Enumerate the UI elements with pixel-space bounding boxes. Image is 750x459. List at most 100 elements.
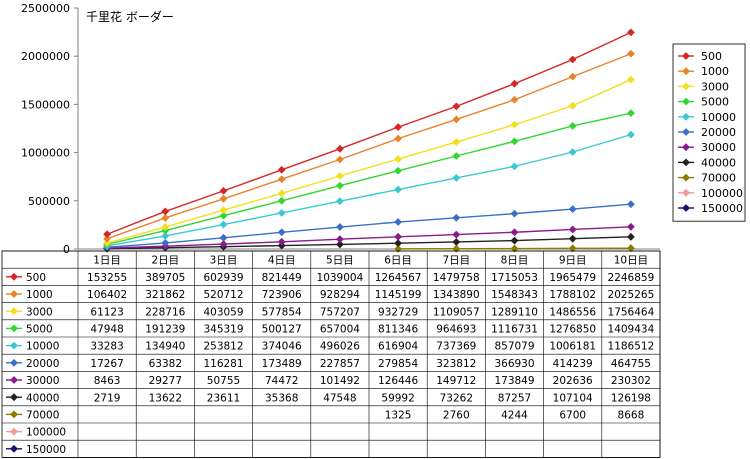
data-point xyxy=(335,172,344,180)
data-point xyxy=(452,238,461,246)
table-cell-value: 13622 xyxy=(149,392,182,404)
x-category-label: 3日目 xyxy=(210,255,238,267)
data-point xyxy=(219,240,228,249)
x-category-label: 5日目 xyxy=(326,255,354,267)
legend-item-3000: 3000 xyxy=(678,80,729,93)
table-cell-value: 520712 xyxy=(203,289,243,301)
table-series-key-marker xyxy=(10,307,18,316)
table-cell-value: 389705 xyxy=(145,272,185,284)
legend-label: 100000 xyxy=(701,187,743,200)
table-cell-value: 723906 xyxy=(262,289,302,301)
table-cell-value: 74472 xyxy=(265,375,298,387)
data-point xyxy=(510,120,519,129)
table-cell-value: 35368 xyxy=(265,392,298,404)
data-point xyxy=(161,214,170,222)
data-point xyxy=(510,162,519,171)
legend-label: 1000 xyxy=(701,65,729,78)
legend-key-marker xyxy=(682,67,690,76)
table-series-name: 30000 xyxy=(26,375,59,387)
legend-item-100000: 100000 xyxy=(678,187,743,200)
table-cell-value: 1276850 xyxy=(549,324,596,336)
series-5000 xyxy=(103,109,635,249)
table-cell-value: 126198 xyxy=(611,392,651,404)
table-series-key-marker xyxy=(10,427,18,436)
data-point xyxy=(626,49,635,58)
table-cell-value: 87257 xyxy=(498,392,531,404)
data-point xyxy=(626,130,635,139)
table-cell-value: 116281 xyxy=(203,358,243,370)
legend-key-marker xyxy=(682,173,690,182)
data-point xyxy=(335,240,344,249)
x-category-label: 6日目 xyxy=(384,255,412,267)
table-cell-value: 59992 xyxy=(381,392,414,404)
table-cell-value: 2760 xyxy=(443,410,470,422)
data-point xyxy=(394,134,403,143)
data-point xyxy=(335,235,344,244)
data-point xyxy=(510,228,519,237)
table-cell-value: 279854 xyxy=(378,358,418,370)
legend-label: 30000 xyxy=(701,141,736,154)
data-point xyxy=(103,239,112,248)
table-series-name: 3000 xyxy=(26,306,53,318)
table-cell-value: 496026 xyxy=(320,341,360,353)
table-cell-value: 964693 xyxy=(436,324,476,336)
table-cell-value: 928294 xyxy=(320,289,360,301)
data-point xyxy=(568,101,577,110)
table-series-name: 40000 xyxy=(26,392,59,404)
series-line xyxy=(106,133,632,247)
y-tick-label: 500000 xyxy=(28,195,70,208)
legend-label: 20000 xyxy=(701,126,736,139)
data-point xyxy=(219,220,228,229)
table-cell-value: 33283 xyxy=(90,341,123,353)
data-point xyxy=(394,239,403,248)
data-point xyxy=(335,197,344,206)
table-cell-value: 50755 xyxy=(207,375,240,387)
data-point xyxy=(277,209,286,217)
legend-key-marker xyxy=(682,82,690,91)
data-point xyxy=(568,72,577,81)
legend-item-10000: 10000 xyxy=(678,111,736,124)
x-category-label: 10日目 xyxy=(614,255,648,267)
data-point xyxy=(103,230,112,239)
legend-key-marker xyxy=(682,143,690,152)
x-category-label: 1日目 xyxy=(93,255,121,267)
data-point xyxy=(277,237,286,246)
legend-key-marker xyxy=(682,112,690,121)
table-cell-value: 616904 xyxy=(378,341,418,353)
data-point xyxy=(510,95,519,104)
table-cell-value: 2246859 xyxy=(608,272,655,284)
table-cell-value: 1965479 xyxy=(549,272,596,284)
table-cell-value: 228716 xyxy=(145,306,185,318)
table-cell-value: 1788102 xyxy=(549,289,596,301)
x-category-label: 2日目 xyxy=(151,255,179,267)
table-cell-value: 757207 xyxy=(320,306,360,318)
table-series-key-marker xyxy=(10,324,18,333)
table-cell-value: 230302 xyxy=(611,375,651,387)
x-category-label: 9日目 xyxy=(559,255,587,267)
data-point xyxy=(161,232,170,240)
table-cell-value: 1039004 xyxy=(317,272,364,284)
data-point xyxy=(626,109,635,118)
data-point xyxy=(568,205,577,213)
table-cell-value: 403059 xyxy=(203,306,243,318)
table-series-key-marker xyxy=(10,358,18,367)
table-cell-value: 811346 xyxy=(378,324,418,336)
series-line xyxy=(106,53,632,240)
legend-item-40000: 40000 xyxy=(678,156,736,169)
data-point xyxy=(568,148,577,156)
table-cell-value: 932729 xyxy=(378,306,418,318)
table-cell-value: 191239 xyxy=(145,324,185,336)
data-point xyxy=(394,218,403,226)
series-line xyxy=(107,203,631,249)
table-series-name: 150000 xyxy=(26,444,66,456)
data-point xyxy=(335,223,344,231)
legend-label: 3000 xyxy=(701,80,729,93)
legend-key-marker xyxy=(682,158,690,167)
table-cell-value: 6700 xyxy=(559,410,586,422)
table-series-key-marker xyxy=(10,290,18,298)
legend-item-150000: 150000 xyxy=(678,202,743,215)
data-point xyxy=(626,200,635,209)
table-cell-value: 577854 xyxy=(262,306,302,318)
legend-label: 500 xyxy=(701,50,722,63)
